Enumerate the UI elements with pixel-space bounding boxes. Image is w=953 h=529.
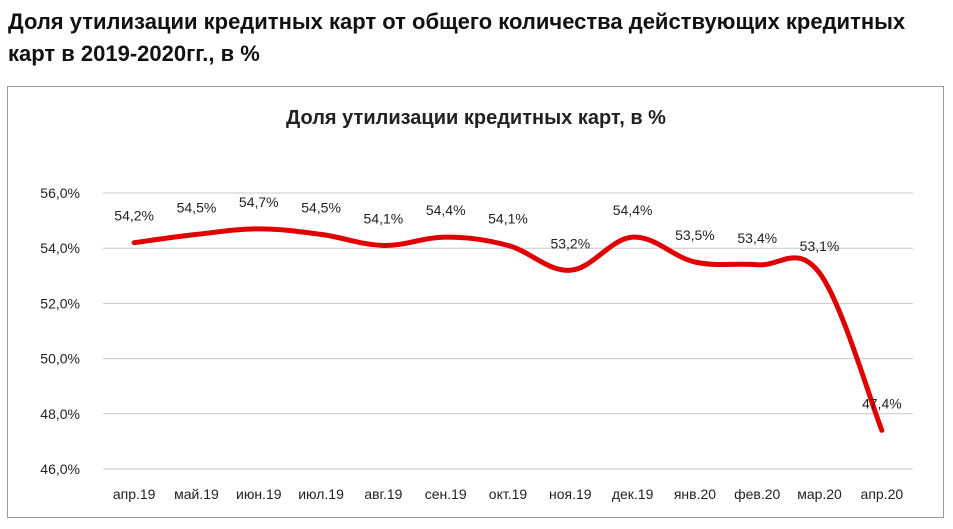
data-label: 53,1% [800,238,840,254]
data-labels: 54,2% 54,5% 54,7% 54,5% 54,1% 54,4% 54,1% 53,2%… [114,194,901,411]
y-tick-label: 52,0% [40,295,80,311]
data-label: 54,2% [114,208,154,224]
data-label: 54,7% [239,194,279,210]
data-label: 54,5% [301,199,341,215]
line-chart: Доля утилизации кредитных карт, в % 46,0… [40,107,913,502]
x-tick-label: мар.20 [797,486,842,502]
data-label: 47,4% [862,395,902,411]
x-tick-label: май.19 [174,486,219,502]
x-tick-label: окт.19 [489,486,528,502]
y-tick-label: 48,0% [40,406,80,422]
chart-frame: Доля утилизации кредитных карт, в % 46,0… [7,86,944,518]
y-tick-label: 46,0% [40,461,80,477]
data-label: 53,4% [737,230,777,246]
x-axis-ticks: апр.19 май.19 июн.19 июл.19 авг.19 сен.19 окт.… [113,486,904,502]
x-tick-label: июл.19 [298,486,344,502]
y-tick-label: 56,0% [40,185,80,201]
x-tick-label: фев.20 [734,486,780,502]
data-label: 53,5% [675,227,715,243]
series-line [131,226,885,433]
x-tick-label: янв.20 [674,486,716,502]
x-tick-label: июн.19 [236,486,282,502]
data-label: 54,5% [177,199,217,215]
y-axis-ticks: 46,0% 48,0% 50,0% 52,0% 54,0% 56,0% [40,185,80,477]
data-label: 54,4% [613,202,653,218]
x-tick-label: апр.19 [113,486,156,502]
data-label: 54,1% [488,210,528,226]
x-tick-label: авг.19 [364,486,402,502]
page-title: Доля утилизации кредитных карт от общего… [8,9,906,66]
y-tick-label: 50,0% [40,351,80,367]
data-label: 54,4% [426,202,466,218]
x-tick-label: дек.19 [612,486,654,502]
chart-title: Доля утилизации кредитных карт, в % [286,107,666,129]
x-tick-label: сен.19 [425,486,467,502]
gridlines [103,192,913,470]
data-label: 54,1% [364,210,404,226]
data-label: 53,2% [550,235,590,251]
x-tick-label: апр.20 [861,486,904,502]
y-tick-label: 54,0% [40,240,80,256]
x-tick-label: ноя.19 [549,486,592,502]
